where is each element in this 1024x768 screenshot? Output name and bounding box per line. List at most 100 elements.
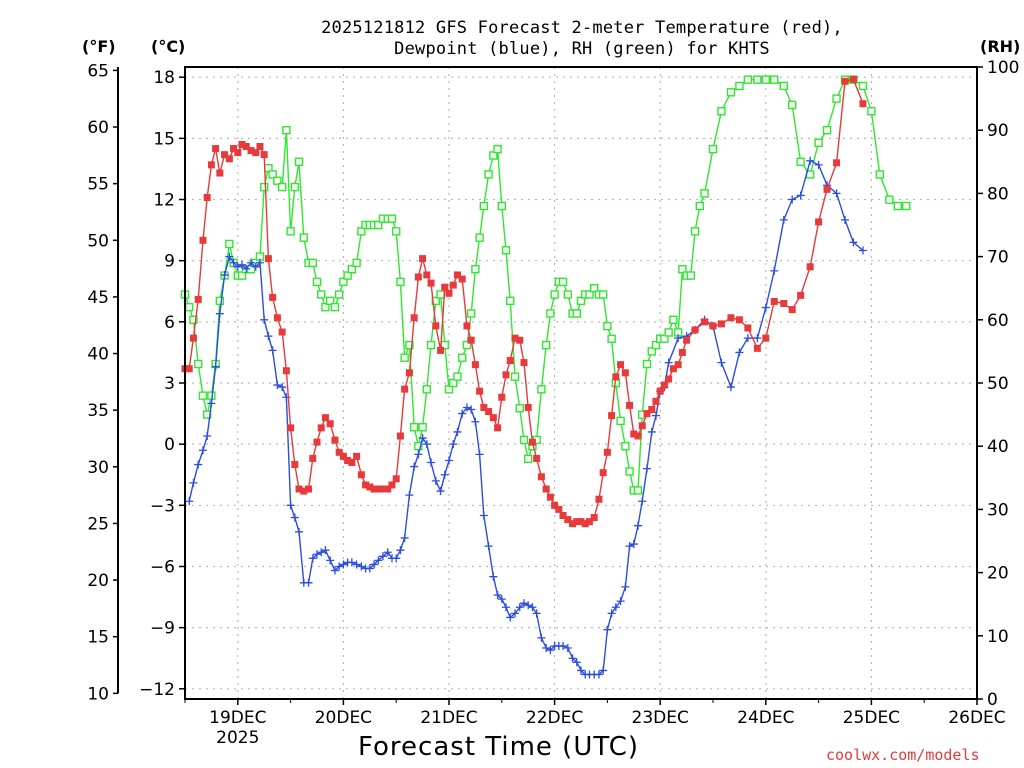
temp-point xyxy=(437,346,445,354)
rh-point xyxy=(519,435,529,445)
rh-point xyxy=(690,227,700,236)
dew-point xyxy=(462,403,471,412)
temp-point xyxy=(392,475,400,483)
rh-point xyxy=(726,88,736,97)
x-tick-label: 26DEC xyxy=(948,708,1005,728)
dew-point xyxy=(770,266,779,275)
temp-point xyxy=(216,169,224,177)
rh-point xyxy=(537,385,546,394)
rh-point xyxy=(312,277,322,287)
chart-title-line-1: 2025121812 GFS Forecast 2-meter Temperat… xyxy=(321,18,843,38)
temp-point xyxy=(709,322,717,330)
temp-point xyxy=(207,161,215,169)
rh-point xyxy=(779,81,788,91)
dew-point xyxy=(365,564,374,573)
rh-point xyxy=(621,442,630,451)
rh-point xyxy=(458,353,467,362)
dew-point xyxy=(255,258,264,267)
temp-point xyxy=(423,271,431,279)
fahrenheit-tick-label: 25 xyxy=(87,514,109,534)
dew-point xyxy=(674,334,683,343)
dew-point xyxy=(347,558,356,567)
rh-point xyxy=(436,290,445,299)
dew-point xyxy=(515,603,524,612)
dew-point xyxy=(717,358,726,367)
temp-point xyxy=(516,336,524,344)
fahrenheit-tick-label: 60 xyxy=(87,118,109,138)
dew-point xyxy=(410,462,419,471)
dew-point xyxy=(638,497,647,506)
rh-point xyxy=(294,157,304,167)
dew-point xyxy=(449,440,458,449)
x-tick-label: 21DEC xyxy=(420,708,477,728)
temp-point xyxy=(634,432,642,440)
temp-point xyxy=(581,520,589,528)
x-tick-sublabel: 2025 xyxy=(216,728,259,748)
dew-point xyxy=(611,603,620,612)
dew-point xyxy=(268,346,277,355)
rh-tick-label: 20 xyxy=(987,564,1009,584)
temp-point xyxy=(331,436,339,444)
rh-point xyxy=(743,75,753,84)
series-rh xyxy=(180,75,911,495)
rh-tick-label: 90 xyxy=(987,121,1009,141)
temp-point xyxy=(621,369,629,377)
celsius-tick-label: 12 xyxy=(153,191,175,211)
rh-tick-label: 60 xyxy=(987,311,1009,331)
rh-point xyxy=(633,486,643,495)
rh-point xyxy=(515,404,524,413)
dew-point xyxy=(427,458,436,467)
temp-point xyxy=(242,143,250,151)
rh-point xyxy=(607,334,616,343)
temp-point xyxy=(234,149,242,157)
temp-point xyxy=(603,448,611,456)
temp-point xyxy=(256,143,264,151)
temp-point xyxy=(449,281,457,289)
rh-point xyxy=(198,391,208,400)
dew-point xyxy=(832,189,841,198)
dew-point xyxy=(479,511,488,520)
temp-point xyxy=(577,518,585,526)
dew-point xyxy=(233,262,242,271)
dew-point xyxy=(330,566,339,575)
rh-point xyxy=(497,201,506,211)
temp-point xyxy=(511,334,519,342)
dew-point xyxy=(814,160,823,169)
rh-point xyxy=(484,170,493,179)
temp-point xyxy=(590,514,598,522)
dew-point xyxy=(220,270,229,279)
celsius-tick-label: 3 xyxy=(164,374,175,394)
fahrenheit-tick-label: 35 xyxy=(87,401,109,421)
temp-point xyxy=(278,328,286,336)
rh-point xyxy=(308,258,317,268)
temp-point xyxy=(674,361,682,369)
rh-point xyxy=(189,315,198,324)
temp-point xyxy=(476,387,484,395)
fahrenheit-tick-label: 20 xyxy=(87,571,109,591)
grid-lines xyxy=(185,67,977,699)
rh-point xyxy=(506,296,515,306)
dew-point xyxy=(546,646,555,655)
temp-point xyxy=(564,516,572,524)
temp-point xyxy=(414,273,422,281)
temp-point xyxy=(833,159,841,167)
celsius-tick-label: −6 xyxy=(150,557,175,577)
dew-point xyxy=(278,383,287,392)
dew-point xyxy=(484,542,493,551)
dew-point xyxy=(796,191,805,200)
rh-point xyxy=(902,201,911,211)
rh-point xyxy=(471,265,480,274)
rh-tick-label: 50 xyxy=(987,374,1009,394)
dew-point xyxy=(651,411,660,420)
dew-point xyxy=(599,666,608,675)
temp-point xyxy=(366,483,374,491)
temp-point xyxy=(797,291,805,299)
dew-point xyxy=(290,513,299,522)
temp-point xyxy=(471,361,479,369)
dew-point xyxy=(211,362,220,371)
rh-point xyxy=(237,271,247,280)
temp-point xyxy=(638,422,646,430)
temp-point xyxy=(264,255,272,263)
rh-point xyxy=(273,176,282,185)
dew-point xyxy=(559,641,568,650)
